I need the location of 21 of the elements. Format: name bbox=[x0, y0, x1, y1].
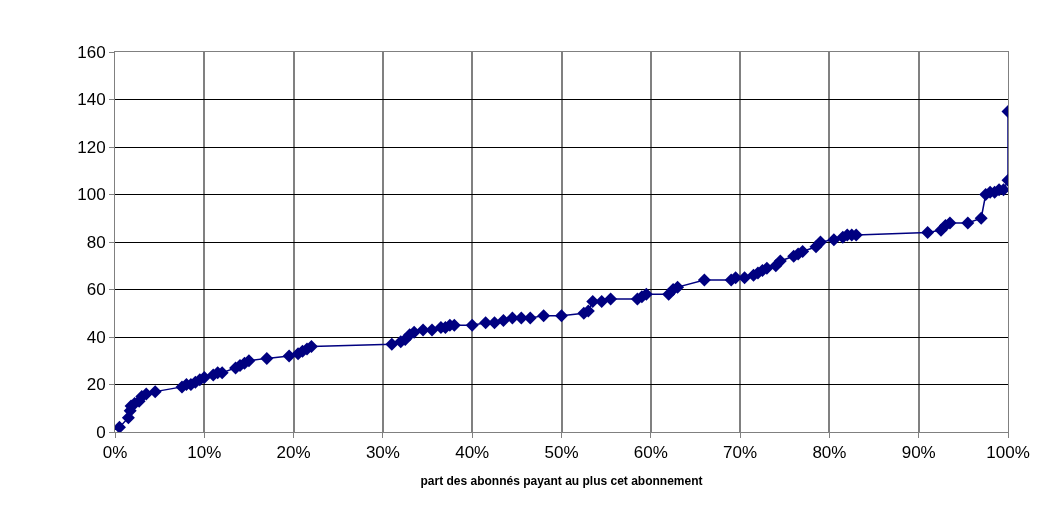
x-tick-label: 40% bbox=[455, 443, 490, 463]
y-tick-label: 160 bbox=[77, 42, 106, 62]
x-tick-label: 0% bbox=[102, 443, 128, 463]
x-tick-label: 100% bbox=[986, 443, 1030, 463]
y-tick-label: 0 bbox=[96, 422, 106, 442]
x-tick-label: 80% bbox=[812, 443, 847, 463]
y-tick-label: 100 bbox=[77, 185, 106, 205]
x-tick-label: 60% bbox=[633, 443, 668, 463]
x-tick-label: 20% bbox=[276, 443, 311, 463]
y-tick-label: 140 bbox=[77, 90, 106, 110]
y-tick-label: 40 bbox=[86, 327, 106, 347]
y-tick-label: 80 bbox=[86, 232, 106, 252]
x-tick-label: 50% bbox=[544, 443, 579, 463]
x-tick-label: 90% bbox=[901, 443, 936, 463]
x-tick-label: 30% bbox=[365, 443, 400, 463]
y-tick-label: 120 bbox=[77, 137, 106, 157]
x-tick-label: 10% bbox=[187, 443, 222, 463]
y-tick-label: 60 bbox=[86, 280, 106, 300]
x-tick-label: 70% bbox=[723, 443, 758, 463]
x-axis-title: part des abonnés payant au plus cet abonnement bbox=[420, 474, 703, 489]
y-tick-label: 20 bbox=[86, 375, 106, 395]
